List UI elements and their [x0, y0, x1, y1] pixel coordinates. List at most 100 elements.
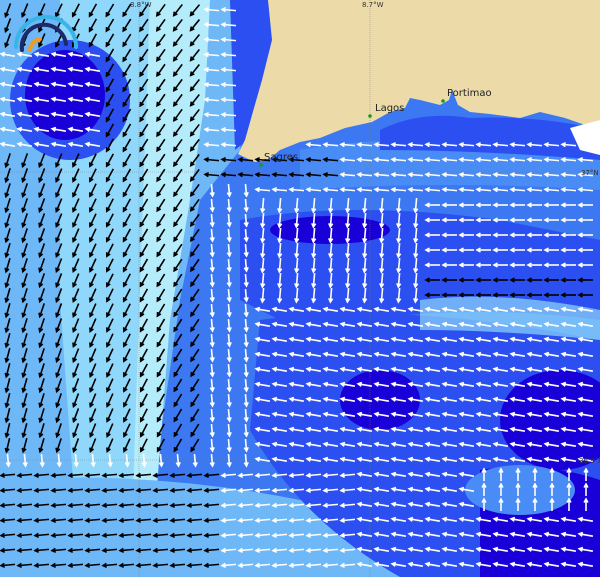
flow-arrow	[226, 333, 232, 348]
flow-arrow	[390, 142, 407, 148]
flow-arrow	[190, 348, 200, 363]
flow-arrow	[260, 272, 266, 289]
flow-arrow	[186, 502, 203, 508]
flow-arrow	[294, 287, 300, 304]
flow-arrow	[139, 408, 148, 423]
flow-arrow	[156, 288, 166, 303]
flow-arrow	[339, 517, 356, 523]
flow-arrow	[339, 547, 356, 553]
flow-arrow	[441, 501, 458, 508]
flow-arrow	[155, 18, 166, 33]
flow-arrow	[135, 517, 152, 523]
sagres-marker	[259, 163, 263, 167]
flow-arrow	[156, 228, 166, 243]
flow-arrow	[139, 18, 149, 33]
flow-arrow	[356, 306, 373, 313]
flow-arrow	[67, 547, 84, 553]
flow-arrow	[5, 453, 11, 468]
flow-arrow	[0, 51, 16, 58]
flow-arrow	[458, 441, 475, 448]
flow-arrow	[55, 168, 63, 183]
flow-arrow	[424, 262, 440, 268]
flow-arrow	[105, 258, 114, 273]
flow-arrow	[413, 197, 419, 214]
flow-arrow	[424, 157, 441, 163]
flow-arrow	[277, 257, 283, 274]
flow-arrow	[50, 126, 67, 133]
flow-arrow	[38, 348, 45, 364]
flow-arrow	[577, 306, 594, 313]
flow-arrow	[0, 66, 16, 73]
flow-arrow	[509, 232, 525, 238]
flow-arrow	[441, 486, 458, 493]
flow-arrow	[356, 426, 373, 433]
flow-arrow	[50, 66, 67, 73]
flow-arrow	[577, 232, 593, 238]
flow-arrow	[173, 243, 183, 258]
flow-arrow	[4, 228, 11, 244]
flow-arrow	[122, 273, 131, 288]
gauge-icon[interactable]	[14, 15, 78, 52]
flow-arrow	[322, 321, 339, 328]
flow-arrow	[169, 562, 186, 568]
flow-arrow	[543, 351, 560, 358]
flow-arrow	[16, 66, 33, 73]
flow-arrow	[475, 277, 491, 283]
flow-arrow	[56, 453, 62, 468]
flow-arrow	[156, 123, 166, 138]
flow-arrow	[189, 108, 200, 122]
flow-arrow	[189, 153, 200, 167]
flow-arrow	[492, 396, 509, 403]
flow-arrow	[72, 228, 80, 243]
flow-arrow	[243, 228, 249, 243]
flow-arrow	[288, 472, 305, 478]
flow-arrow	[441, 336, 458, 343]
flow-arrow	[271, 532, 288, 538]
flow-arrow	[122, 18, 132, 33]
flow-arrow	[203, 547, 220, 553]
flow-arrow	[189, 138, 200, 152]
flow-arrow	[458, 366, 475, 373]
flow-arrow	[139, 48, 149, 63]
flow-arrow	[55, 393, 63, 409]
flow-arrow	[226, 198, 232, 213]
flow-arrow	[55, 213, 63, 229]
flow-arrow	[152, 517, 169, 523]
lat-label-2: 36.9°N	[579, 457, 600, 465]
flow-arrow	[407, 546, 424, 553]
flow-arrow	[190, 393, 200, 408]
flow-arrow	[226, 303, 232, 318]
flow-arrow	[492, 321, 509, 328]
flow-arrow	[55, 303, 63, 319]
flow-arrow	[339, 502, 356, 508]
flow-arrow	[226, 318, 232, 333]
flow-arrow	[156, 423, 166, 438]
flow-arrow	[122, 228, 132, 243]
flow-arrow	[356, 366, 373, 373]
flow-arrow	[577, 321, 594, 328]
flow-arrow	[243, 303, 249, 318]
flow-arrow	[373, 336, 390, 343]
flow-arrow	[243, 258, 249, 273]
flow-arrow	[189, 123, 200, 137]
flow-arrow	[322, 142, 339, 148]
flow-arrow	[156, 333, 166, 348]
flow-arrow	[105, 93, 115, 108]
flow-arrow	[481, 482, 487, 496]
flow-arrow	[4, 168, 11, 184]
flow-arrow	[492, 277, 508, 283]
flow-arrow	[106, 393, 114, 408]
flow-arrow	[475, 546, 492, 553]
flow-arrow	[243, 378, 249, 393]
flow-arrow	[260, 227, 266, 244]
flow-arrow	[458, 277, 474, 283]
flow-arrow	[288, 321, 305, 328]
flow-arrow	[413, 287, 419, 304]
flow-arrow	[458, 486, 475, 493]
flow-arrow	[55, 378, 63, 394]
flow-arrow	[543, 142, 560, 148]
flow-arrow	[577, 561, 594, 568]
flow-arrow	[526, 366, 543, 373]
